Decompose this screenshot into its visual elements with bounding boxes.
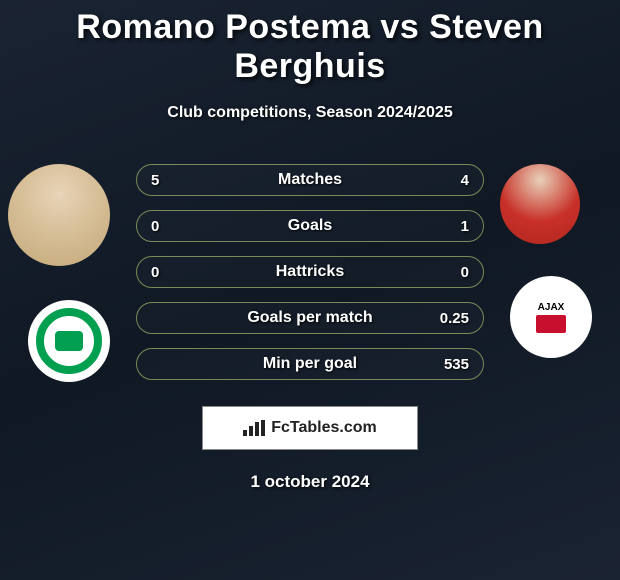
player-right-club-badge: AJAX	[510, 276, 592, 358]
stat-left-value: 0	[151, 264, 191, 281]
stat-row: 0 Goals 1	[136, 210, 484, 242]
branding-text: FcTables.com	[271, 419, 377, 437]
comparison-title: Romano Postema vs Steven Berghuis	[0, 0, 620, 86]
stat-right-value: 1	[429, 218, 469, 235]
branding-box: FcTables.com	[202, 406, 418, 450]
stats-area: AJAX 5 Matches 4 0 Goals 1 0 Hattricks 0…	[0, 164, 620, 394]
chart-icon	[243, 420, 265, 436]
stat-right-value: 0.25	[429, 310, 469, 327]
stat-left-value: 5	[151, 172, 191, 189]
stat-right-value: 0	[429, 264, 469, 281]
player-left-avatar	[8, 164, 110, 266]
player-left-club-badge	[28, 300, 110, 382]
stat-row: 5 Matches 4	[136, 164, 484, 196]
stat-left-value: 0	[151, 218, 191, 235]
stat-row: Goals per match 0.25	[136, 302, 484, 334]
stat-label: Goals	[191, 217, 429, 235]
stat-label: Hattricks	[191, 263, 429, 281]
comparison-date: 1 october 2024	[0, 472, 620, 492]
player-right-avatar	[500, 164, 580, 244]
stat-label: Matches	[191, 171, 429, 189]
stat-label: Min per goal	[191, 355, 429, 373]
stat-row: Min per goal 535	[136, 348, 484, 380]
stat-row: 0 Hattricks 0	[136, 256, 484, 288]
stat-right-value: 4	[429, 172, 469, 189]
stat-label: Goals per match	[191, 309, 429, 327]
comparison-subtitle: Club competitions, Season 2024/2025	[0, 104, 620, 122]
stat-right-value: 535	[429, 356, 469, 373]
